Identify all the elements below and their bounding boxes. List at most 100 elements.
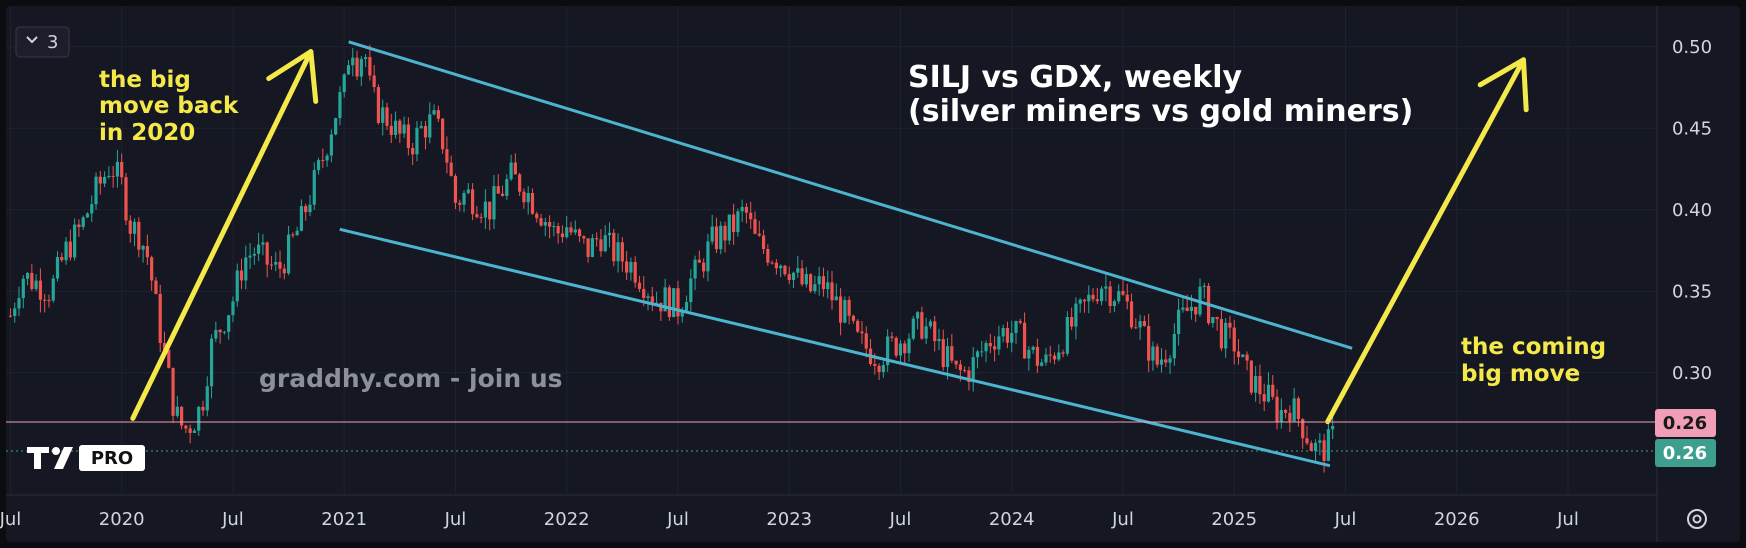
candle-body (826, 282, 830, 290)
candle-body (719, 225, 723, 250)
candle-body (128, 220, 132, 234)
candle-body (924, 326, 928, 339)
arrow-shaft-1 (130, 49, 314, 421)
candle-body (1168, 358, 1172, 363)
candle-body (757, 233, 761, 236)
chevron-down-icon[interactable] (26, 36, 38, 44)
chart-title: SILJ vs GDX, weekly (908, 60, 1242, 95)
candle-body (971, 357, 975, 382)
candle-body (787, 274, 791, 281)
candle-body (423, 125, 428, 138)
candle-body (1061, 352, 1065, 354)
candle-body (954, 360, 958, 365)
candle-body (398, 120, 402, 134)
candle-body (411, 148, 415, 155)
candle-body (903, 343, 907, 354)
candle-body (984, 342, 988, 352)
candle-body (676, 288, 680, 317)
candle-body (988, 342, 992, 347)
candle-body (192, 430, 197, 433)
candle-body (937, 339, 941, 342)
collapse-button[interactable]: 3 (15, 26, 70, 58)
candle-body (710, 226, 714, 242)
candle-body (445, 149, 449, 163)
candle-body (1074, 303, 1078, 327)
x-tick-label: 2021 (321, 509, 367, 530)
candle-body (723, 225, 727, 241)
candle-body (94, 176, 98, 205)
collapse-count: 3 (47, 32, 58, 53)
candle-body (1236, 351, 1241, 358)
candle-body (1014, 321, 1018, 333)
candle-body (257, 244, 261, 254)
candle-body (205, 386, 209, 411)
candle-body (1018, 321, 1022, 323)
candle-body (569, 227, 573, 233)
candle-body (950, 346, 954, 361)
candle-body (188, 428, 192, 433)
candle-body (543, 222, 547, 226)
candle-body (21, 278, 25, 299)
candle-body (466, 189, 470, 194)
candle-body (222, 331, 226, 333)
candle-body (774, 262, 778, 269)
candle-body (791, 272, 796, 281)
candle-body (436, 110, 440, 119)
candle-body (560, 233, 565, 238)
candle-body (1322, 440, 1326, 461)
candle-body (372, 75, 376, 88)
candle-body (1117, 291, 1121, 302)
candle-body (898, 343, 903, 356)
candle-body (34, 280, 38, 289)
x-tick-label: 2023 (766, 509, 812, 530)
candle-body (915, 312, 920, 319)
candle-body (55, 257, 60, 279)
candle-body (1087, 294, 1091, 302)
candle-body (286, 234, 291, 274)
candle-body (137, 221, 141, 250)
candle-body (1027, 349, 1031, 359)
candle-body (167, 349, 171, 368)
candle-body (509, 162, 513, 180)
candle-body (38, 280, 43, 300)
x-tick-label: Jul (444, 509, 467, 530)
candle-body (111, 175, 115, 177)
candle-body (1228, 322, 1232, 328)
candle-body (325, 155, 329, 161)
candle-body (749, 212, 753, 220)
candle-body (252, 253, 256, 256)
candle-body (1099, 288, 1104, 302)
arrow-head-1 (266, 49, 319, 104)
candle-body (419, 125, 423, 128)
candle-body (727, 214, 731, 241)
candle-body (462, 193, 466, 205)
candle-body (1044, 354, 1048, 363)
candle-body (599, 239, 603, 252)
candle-body (60, 257, 64, 261)
x-tick-label: 2022 (544, 509, 590, 530)
candle-body (1022, 322, 1027, 359)
price-badge-upper: 0.26 (1655, 408, 1716, 437)
candle-body (548, 222, 552, 227)
candle-body (1159, 359, 1164, 365)
candle-body (697, 259, 701, 263)
candle-body (565, 227, 569, 238)
candle-body (239, 270, 244, 281)
candle-body (150, 257, 154, 281)
candle-body (1211, 317, 1215, 324)
time-axis[interactable]: Jul 2020 Jul 2021 Jul 2022 Jul 2023 Jul 2024 Jul 20… (0, 509, 1579, 530)
candle-body (107, 175, 111, 178)
candle-body (8, 315, 13, 317)
gear-icon[interactable] (1687, 509, 1707, 529)
price-axis[interactable]: 0.50 0.45 0.40 0.35 0.30 (1672, 37, 1712, 384)
candle-body (894, 337, 898, 356)
candle-body (997, 336, 1001, 350)
candle-body (753, 219, 757, 234)
candle-body (980, 351, 984, 353)
candle-body (175, 406, 179, 416)
candle-body (796, 268, 800, 273)
candle-body (359, 58, 363, 77)
candle-body (646, 296, 650, 299)
candle-body (1219, 319, 1224, 349)
